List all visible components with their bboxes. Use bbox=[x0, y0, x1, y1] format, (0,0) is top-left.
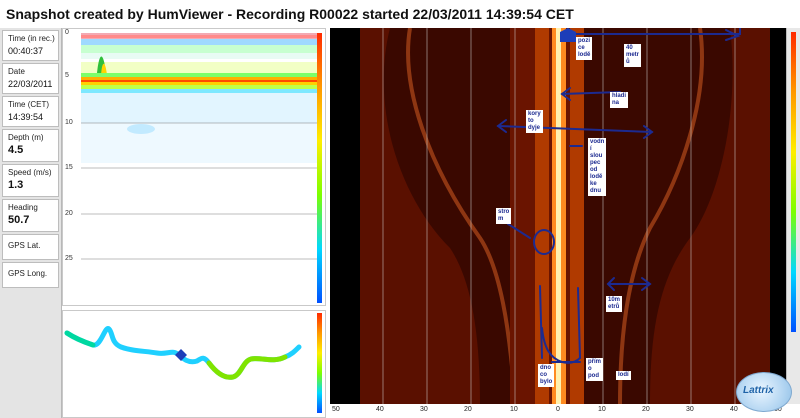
depth-tick: 0 bbox=[65, 29, 69, 36]
depth-tick: 10 bbox=[65, 119, 73, 126]
gps-track-map bbox=[62, 310, 326, 418]
info-panel-filler bbox=[2, 288, 59, 416]
info-label: Date bbox=[8, 67, 25, 76]
info-value: 50.7 bbox=[8, 214, 30, 226]
x-tick: 10 bbox=[598, 406, 606, 413]
annotation-primo-pod: přím o pod bbox=[586, 358, 604, 381]
side-scan-colorbar bbox=[791, 32, 796, 332]
info-value: 22/03/2011 bbox=[8, 79, 53, 89]
info-value: 1.3 bbox=[8, 179, 24, 191]
info-label: Depth (m) bbox=[8, 133, 44, 142]
title-bar: Snapshot created by HumViewer - Recordin… bbox=[0, 0, 800, 28]
depth-scale: 0 5 10 15 20 25 bbox=[62, 28, 80, 306]
position-marker-icon bbox=[560, 28, 576, 42]
annotation-strom: stro m bbox=[496, 208, 512, 224]
logo-text: Lattrix bbox=[743, 385, 774, 396]
x-tick: 30 bbox=[686, 406, 694, 413]
down-scan-colorbar bbox=[317, 33, 322, 303]
annotation-koryto-dyje: kory to dyje bbox=[526, 110, 543, 133]
info-speed: Speed (m/s) 1.3 bbox=[2, 164, 59, 197]
x-tick: 50 bbox=[332, 406, 340, 413]
info-gps-lat: GPS Lat. bbox=[2, 234, 59, 260]
annotation-40-metru: 40 metr ů bbox=[624, 44, 642, 67]
info-time-in-rec: Time (in rec.) 00:40:37 bbox=[2, 30, 59, 61]
gps-track-image bbox=[64, 326, 302, 380]
info-date: Date 22/03/2011 bbox=[2, 63, 59, 94]
info-label: Time (CET) bbox=[8, 100, 50, 109]
info-label: GPS Long. bbox=[8, 269, 48, 278]
info-label: Heading bbox=[8, 203, 38, 212]
info-label: Speed (m/s) bbox=[8, 168, 52, 177]
annotation-vodni-sloupec: vodn í slou pec od lodě ke dnu bbox=[588, 138, 607, 196]
annotation-dno-co-bylo: dno co bylo bbox=[538, 364, 555, 387]
x-tick: 10 bbox=[510, 406, 518, 413]
depth-tick: 20 bbox=[65, 210, 73, 217]
annotation-lodi: lodí bbox=[616, 371, 631, 380]
x-tick: 40 bbox=[376, 406, 384, 413]
side-scan-x-axis: 50 40 30 20 10 0 10 20 30 40 50 bbox=[330, 404, 800, 418]
info-time-cet: Time (CET) 14:39:54 bbox=[2, 96, 59, 127]
down-scan-image bbox=[63, 29, 325, 305]
x-tick: 20 bbox=[464, 406, 472, 413]
annotation-pozice-lode: pozi ce lodě bbox=[576, 37, 593, 60]
lattrix-logo: Lattrix bbox=[736, 372, 792, 412]
boat-icon bbox=[175, 349, 187, 361]
info-value: 14:39:54 bbox=[8, 112, 44, 122]
info-value: 00:40:37 bbox=[8, 46, 44, 56]
down-scan-sonar bbox=[62, 28, 326, 306]
x-tick: 50 bbox=[774, 406, 782, 413]
track-colorbar bbox=[317, 313, 322, 413]
depth-tick: 15 bbox=[65, 164, 73, 171]
info-panel: Time (in rec.) 00:40:37 Date 22/03/2011 … bbox=[0, 28, 62, 418]
info-label: GPS Lat. bbox=[8, 241, 41, 250]
x-tick: 40 bbox=[730, 406, 738, 413]
depth-tick: 25 bbox=[65, 255, 73, 262]
side-scan-image bbox=[330, 28, 800, 404]
info-heading: Heading 50.7 bbox=[2, 199, 59, 232]
window-title: Snapshot created by HumViewer - Recordin… bbox=[6, 6, 574, 22]
annotation-10-metru: 10m etrů bbox=[606, 296, 623, 312]
annotation-hladina: hladi na bbox=[610, 92, 629, 108]
info-label: Time (in rec.) bbox=[8, 34, 55, 43]
side-scan-colorbar-strip bbox=[786, 28, 800, 404]
x-tick: 0 bbox=[556, 406, 560, 413]
x-tick: 30 bbox=[420, 406, 428, 413]
side-scan-sonar: pozi ce lodě 40 metr ů hladi na kory to … bbox=[330, 28, 800, 404]
info-gps-long: GPS Long. bbox=[2, 262, 59, 288]
x-tick: 20 bbox=[642, 406, 650, 413]
info-value: 4.5 bbox=[8, 144, 24, 156]
depth-tick: 5 bbox=[65, 72, 69, 79]
info-depth: Depth (m) 4.5 bbox=[2, 129, 59, 162]
